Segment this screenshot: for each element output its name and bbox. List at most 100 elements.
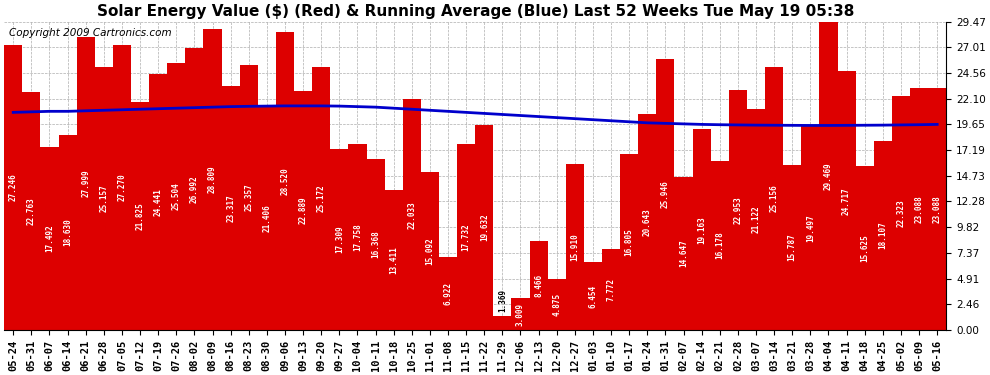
Text: 6.454: 6.454 xyxy=(588,285,597,308)
Text: 17.309: 17.309 xyxy=(335,225,344,253)
Bar xyxy=(131,102,149,330)
Text: 13.411: 13.411 xyxy=(389,246,398,274)
Bar xyxy=(113,45,131,330)
Text: 24.441: 24.441 xyxy=(153,188,162,216)
Text: 15.910: 15.910 xyxy=(570,233,579,261)
Text: 3.009: 3.009 xyxy=(516,303,525,326)
Bar xyxy=(204,28,222,330)
Text: 14.647: 14.647 xyxy=(679,239,688,267)
Text: 23.088: 23.088 xyxy=(933,195,941,223)
Text: 1.369: 1.369 xyxy=(498,289,507,312)
Bar xyxy=(58,135,76,330)
Text: 17.492: 17.492 xyxy=(45,225,54,252)
Text: 22.033: 22.033 xyxy=(407,201,416,228)
Bar xyxy=(493,315,512,330)
Bar xyxy=(765,67,783,330)
Text: 22.763: 22.763 xyxy=(27,197,36,225)
Bar xyxy=(801,126,820,330)
Bar xyxy=(348,144,366,330)
Bar xyxy=(240,65,257,330)
Text: 16.368: 16.368 xyxy=(371,230,380,258)
Bar xyxy=(602,249,620,330)
Bar xyxy=(421,172,439,330)
Bar xyxy=(312,67,331,330)
Text: 16.178: 16.178 xyxy=(716,231,725,259)
Text: 15.787: 15.787 xyxy=(788,234,797,261)
Text: 17.732: 17.732 xyxy=(461,223,470,251)
Text: 25.156: 25.156 xyxy=(769,184,778,212)
Bar xyxy=(783,165,801,330)
Bar xyxy=(4,45,23,330)
Bar xyxy=(403,99,421,330)
Text: 16.805: 16.805 xyxy=(625,228,634,256)
Text: 23.088: 23.088 xyxy=(915,195,924,223)
Bar xyxy=(639,114,656,330)
Bar xyxy=(746,109,765,330)
Bar xyxy=(729,90,746,330)
Text: 25.946: 25.946 xyxy=(661,180,670,208)
Text: 19.632: 19.632 xyxy=(480,213,489,241)
Bar xyxy=(475,124,493,330)
Bar xyxy=(41,147,58,330)
Title: Solar Energy Value ($) (Red) & Running Average (Blue) Last 52 Weeks Tue May 19 0: Solar Energy Value ($) (Red) & Running A… xyxy=(96,4,854,19)
Text: 27.246: 27.246 xyxy=(9,174,18,201)
Text: 22.953: 22.953 xyxy=(734,196,742,224)
Text: 8.466: 8.466 xyxy=(535,274,544,297)
Text: 24.717: 24.717 xyxy=(842,187,851,214)
Bar xyxy=(457,144,475,330)
Text: 27.999: 27.999 xyxy=(81,170,90,197)
Bar xyxy=(584,262,602,330)
Text: 18.107: 18.107 xyxy=(878,221,887,249)
Bar xyxy=(366,159,385,330)
Bar xyxy=(276,32,294,330)
Bar xyxy=(874,141,892,330)
Bar xyxy=(656,58,674,330)
Bar xyxy=(222,86,240,330)
Bar xyxy=(294,90,312,330)
Bar xyxy=(620,154,639,330)
Bar xyxy=(892,96,910,330)
Text: 28.520: 28.520 xyxy=(280,167,289,195)
Bar xyxy=(257,106,276,330)
Bar xyxy=(565,164,584,330)
Text: 25.172: 25.172 xyxy=(317,184,326,212)
Text: 22.889: 22.889 xyxy=(299,196,308,224)
Bar xyxy=(711,161,729,330)
Bar xyxy=(674,177,693,330)
Text: 20.643: 20.643 xyxy=(643,208,651,236)
Text: 21.825: 21.825 xyxy=(136,202,145,229)
Text: 21.122: 21.122 xyxy=(751,206,760,233)
Text: 26.992: 26.992 xyxy=(190,175,199,202)
Bar xyxy=(95,67,113,330)
Text: 19.163: 19.163 xyxy=(697,216,706,243)
Text: 28.809: 28.809 xyxy=(208,165,217,193)
Bar xyxy=(928,88,946,330)
Bar xyxy=(512,298,530,330)
Bar xyxy=(76,37,95,330)
Bar xyxy=(855,166,874,330)
Text: 21.406: 21.406 xyxy=(262,204,271,232)
Bar xyxy=(439,258,457,330)
Bar xyxy=(23,92,41,330)
Text: 27.270: 27.270 xyxy=(118,173,127,201)
Bar xyxy=(910,88,928,330)
Text: 25.357: 25.357 xyxy=(245,183,253,211)
Text: 29.469: 29.469 xyxy=(824,162,833,190)
Text: 15.092: 15.092 xyxy=(426,237,435,265)
Bar xyxy=(167,63,185,330)
Text: 25.504: 25.504 xyxy=(172,183,181,210)
Bar xyxy=(331,149,348,330)
Text: 22.323: 22.323 xyxy=(896,199,906,227)
Bar xyxy=(547,279,565,330)
Bar xyxy=(693,129,711,330)
Bar xyxy=(838,71,855,330)
Text: Copyright 2009 Cartronics.com: Copyright 2009 Cartronics.com xyxy=(9,28,171,38)
Text: 7.772: 7.772 xyxy=(607,278,616,301)
Text: 19.497: 19.497 xyxy=(806,214,815,242)
Bar xyxy=(820,22,838,330)
Bar xyxy=(149,74,167,330)
Text: 6.922: 6.922 xyxy=(444,282,452,305)
Bar xyxy=(530,242,547,330)
Text: 25.157: 25.157 xyxy=(99,184,108,212)
Text: 15.625: 15.625 xyxy=(860,234,869,262)
